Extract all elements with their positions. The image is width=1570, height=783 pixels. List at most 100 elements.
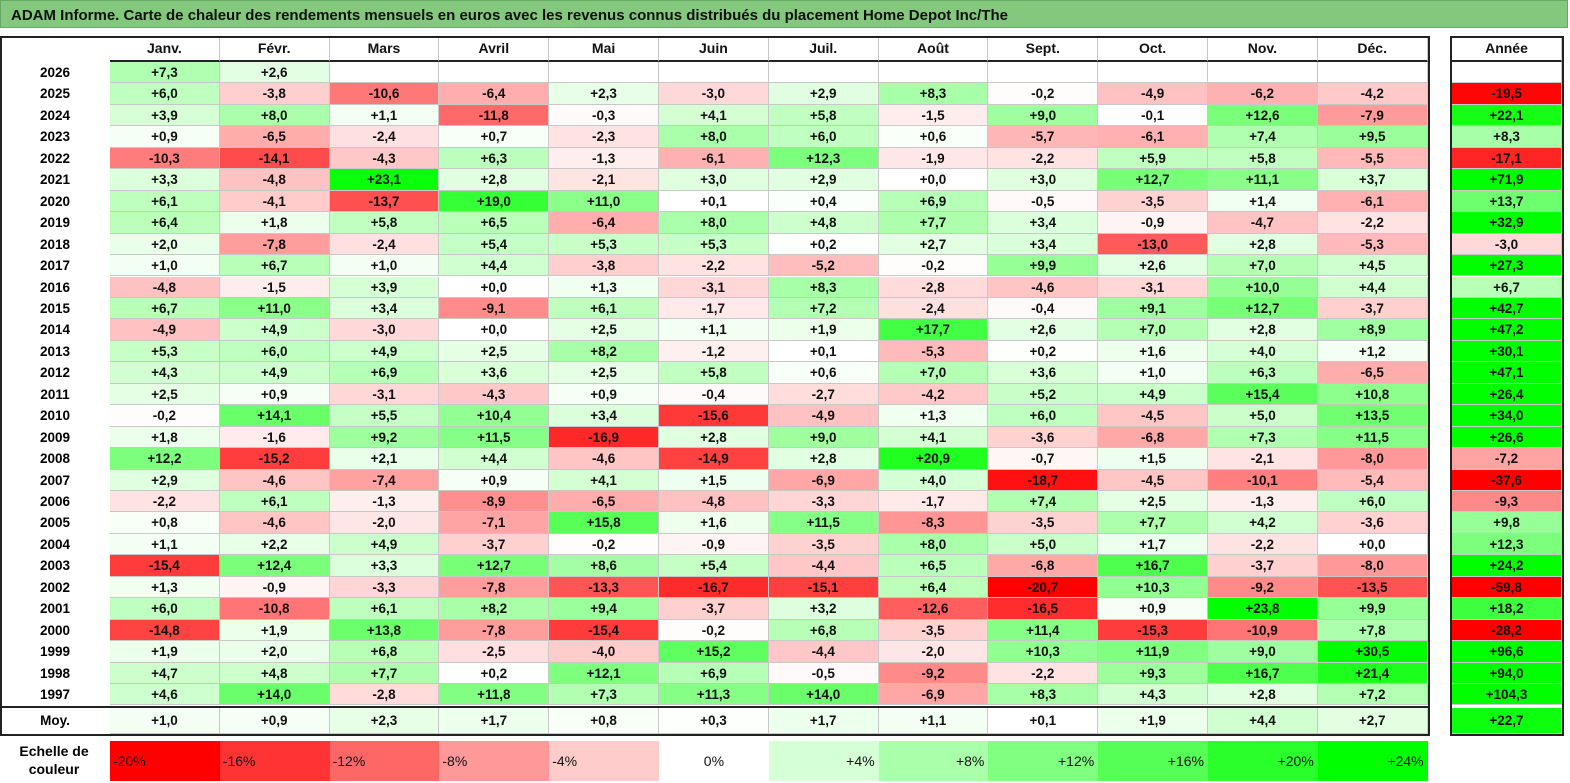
heatmap-cell: +8,0 bbox=[878, 533, 989, 556]
heatmap-cell: -4,6 bbox=[219, 512, 330, 534]
annual-cell: -3,0 bbox=[1452, 233, 1562, 256]
heatmap-cell: +1,1 bbox=[110, 533, 220, 556]
heatmap-cell: +0,0 bbox=[439, 319, 550, 341]
heatmap-cell: +0,9 bbox=[1098, 598, 1208, 620]
heatmap-cell: -0,2 bbox=[110, 405, 220, 427]
year-label: 2021 bbox=[39, 172, 71, 188]
heatmap-cell: -0,1 bbox=[1098, 104, 1208, 127]
annual-cell: -59,8 bbox=[1452, 576, 1562, 599]
heatmap-cell: -3,5 bbox=[1098, 190, 1208, 213]
heatmap-cell: +6,8 bbox=[768, 619, 879, 642]
heatmap-cell: +6,3 bbox=[439, 147, 550, 170]
heatmap-cell: +6,1 bbox=[549, 297, 659, 320]
heatmap-cell: -5,2 bbox=[768, 255, 879, 277]
annual-cell: +34,0 bbox=[1452, 405, 1562, 427]
heatmap-cell: -6,1 bbox=[1317, 190, 1428, 213]
heatmap-cell: -10,1 bbox=[1208, 469, 1318, 491]
heatmap-cell: -6,8 bbox=[988, 555, 1099, 577]
average-cell: +0,3 bbox=[659, 707, 769, 734]
heatmap-cell: +21,4 bbox=[1317, 662, 1428, 685]
heatmap-cell: +0,9 bbox=[439, 469, 550, 491]
heatmap-cell: +0,0 bbox=[439, 276, 550, 298]
heatmap-cell: +14,0 bbox=[768, 684, 879, 706]
heatmap-cell: +4,9 bbox=[219, 362, 330, 384]
heatmap-cell: +4,8 bbox=[768, 212, 879, 234]
chart-title: ADAM Informe. Carte de chaleur des rende… bbox=[11, 7, 1008, 24]
heatmap-cell: +2,2 bbox=[219, 533, 330, 556]
color-scale-swatch: +16% bbox=[1098, 741, 1208, 781]
heatmap-cell: +0,1 bbox=[768, 340, 879, 363]
heatmap-cell: -2,4 bbox=[329, 126, 440, 148]
annual-cell: +24,2 bbox=[1452, 555, 1562, 577]
heatmap-cell: +2,5 bbox=[439, 340, 550, 363]
heatmap-cell: -6,8 bbox=[1098, 426, 1208, 449]
year-label: 2018 bbox=[39, 236, 71, 252]
heatmap-cell: +13,8 bbox=[329, 619, 440, 642]
heatmap-cell: -11,8 bbox=[439, 104, 550, 127]
heatmap-cell: -1,6 bbox=[219, 426, 330, 449]
color-scale-swatch: +4% bbox=[768, 741, 879, 781]
annual-cell: -37,6 bbox=[1452, 469, 1562, 491]
average-cell: +0,1 bbox=[988, 707, 1099, 734]
average-cell: +1,1 bbox=[878, 707, 989, 734]
heatmap-cell: +15,8 bbox=[549, 512, 659, 534]
heatmap-cell: +2,5 bbox=[1098, 491, 1208, 513]
heatmap-cell: +4,6 bbox=[110, 684, 220, 706]
heatmap-cell: +20,9 bbox=[878, 448, 989, 470]
heatmap-cell: +6,0 bbox=[219, 340, 330, 363]
heatmap-cell: +10,4 bbox=[439, 405, 550, 427]
heatmap-cell: +6,1 bbox=[329, 598, 440, 620]
heatmap-cell: +1,6 bbox=[1098, 340, 1208, 363]
heatmap-cell: +5,3 bbox=[659, 233, 769, 256]
heatmap-cell: -16,7 bbox=[659, 576, 769, 599]
heatmap-cell: -20,7 bbox=[988, 576, 1099, 599]
heatmap-cell: -12,6 bbox=[878, 598, 989, 620]
year-label: 2015 bbox=[39, 300, 71, 316]
heatmap-cell: -6,5 bbox=[219, 126, 330, 148]
heatmap-cell: -2,2 bbox=[1208, 533, 1318, 556]
heatmap-cell: -4,6 bbox=[219, 469, 330, 491]
annual-cell: +47,2 bbox=[1452, 319, 1562, 341]
heatmap-cell: +2,8 bbox=[1208, 319, 1318, 341]
heatmap-cell bbox=[329, 62, 440, 84]
heatmap-cell: +11,5 bbox=[1317, 426, 1428, 449]
heatmap-cell: +4,4 bbox=[1317, 276, 1428, 298]
heatmap-cell: -18,7 bbox=[988, 469, 1099, 491]
heatmap-cell: -14,8 bbox=[110, 619, 220, 642]
heatmap-cell: -3,7 bbox=[659, 598, 769, 620]
heatmap-cell: +2,8 bbox=[439, 169, 550, 191]
heatmap-cell: +13,5 bbox=[1317, 405, 1428, 427]
heatmap-cell: +9,0 bbox=[1208, 641, 1318, 663]
heatmap-cell: +11,5 bbox=[439, 426, 550, 449]
heatmap-cell: -4,4 bbox=[768, 555, 879, 577]
heatmap-cell: -9,2 bbox=[1208, 576, 1318, 599]
heatmap-cell: -13,3 bbox=[549, 576, 659, 599]
heatmap-cell: +1,6 bbox=[659, 512, 769, 534]
heatmap-cell: +5,0 bbox=[1208, 405, 1318, 427]
heatmap-cell: +2,3 bbox=[549, 83, 659, 105]
heatmap-cell: -7,8 bbox=[439, 619, 550, 642]
heatmap-cell: +11,3 bbox=[659, 684, 769, 706]
heatmap-cell: +7,2 bbox=[768, 297, 879, 320]
heatmap-cell: +1,2 bbox=[1317, 340, 1428, 363]
heatmap-cell: -9,1 bbox=[439, 297, 550, 320]
heatmap-cell: -8,0 bbox=[1317, 555, 1428, 577]
heatmap-cell: -3,8 bbox=[219, 83, 330, 105]
heatmap-cell: -1,5 bbox=[219, 276, 330, 298]
month-header: Juil. bbox=[768, 36, 879, 62]
heatmap-cell: +2,0 bbox=[219, 641, 330, 663]
month-header: Déc. bbox=[1317, 36, 1428, 62]
heatmap-cell: +1,5 bbox=[659, 469, 769, 491]
heatmap-cell: +5,8 bbox=[768, 104, 879, 127]
heatmap-cell: +6,9 bbox=[329, 362, 440, 384]
heatmap-cell: -9,2 bbox=[878, 662, 989, 685]
color-scale-swatch: +8% bbox=[878, 741, 989, 781]
heatmap-cell: +3,3 bbox=[329, 555, 440, 577]
heatmap-cell: -3,0 bbox=[329, 319, 440, 341]
heatmap-cell bbox=[549, 62, 659, 84]
heatmap-cell: +1,8 bbox=[110, 426, 220, 449]
heatmap-cell: +0,0 bbox=[1317, 533, 1428, 556]
heatmap-cell: +3,9 bbox=[329, 276, 440, 298]
heatmap-cell: -4,8 bbox=[219, 169, 330, 191]
heatmap-cell: +7,4 bbox=[988, 491, 1099, 513]
